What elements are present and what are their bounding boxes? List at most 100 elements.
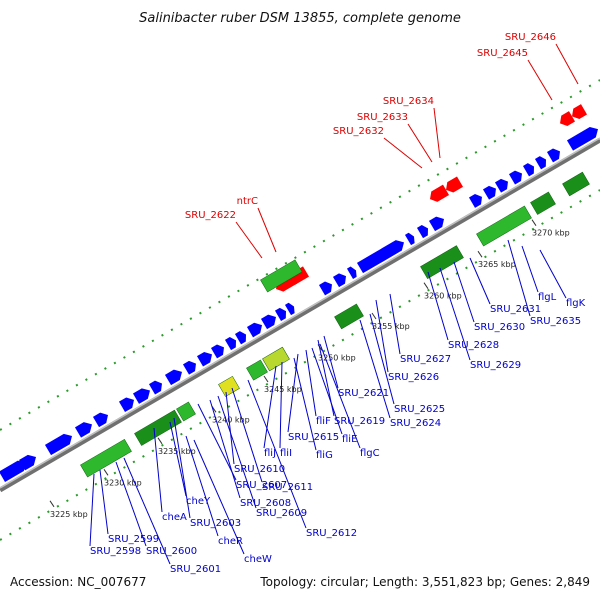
forward-gene-arrow[interactable]	[118, 395, 137, 413]
forward-gene-arrow[interactable]	[566, 124, 600, 151]
gene-label[interactable]: fliF	[316, 416, 331, 427]
forward-gene-arrow[interactable]	[196, 349, 215, 367]
label-leader-line	[173, 417, 191, 519]
forward-gene-arrow[interactable]	[284, 301, 297, 316]
forward-gene-arrow[interactable]	[260, 312, 279, 330]
gene-label[interactable]: SRU_2626	[388, 372, 439, 383]
gene-label[interactable]: SRU_2631	[490, 304, 541, 315]
forward-gene-arrow[interactable]	[234, 329, 249, 345]
feature-block[interactable]	[476, 205, 532, 247]
gene-label[interactable]: flgL	[538, 292, 557, 303]
forward-gene-arrow[interactable]	[274, 306, 289, 322]
gene-label[interactable]: SRU_2608	[240, 498, 291, 509]
forward-gene-arrow[interactable]	[416, 223, 431, 239]
gene-label[interactable]: SRU_2629	[470, 360, 521, 371]
reverse-gene-arrow[interactable]	[569, 104, 588, 121]
gene-label[interactable]: SRU_2609	[256, 508, 307, 519]
forward-gene-arrow[interactable]	[332, 271, 349, 288]
reverse-gene-arrow[interactable]	[443, 176, 464, 195]
gene-label[interactable]: SRU_2645	[477, 48, 528, 59]
gene-label[interactable]: flgK	[566, 298, 586, 309]
scale-tick-label: 3255 kbp	[372, 322, 410, 331]
gene-label[interactable]: SRU_2627	[400, 354, 451, 365]
feature-block[interactable]	[562, 171, 590, 197]
gene-label[interactable]: SRU_2611	[262, 482, 313, 493]
reverse-gene-arrow[interactable]	[557, 111, 576, 128]
gene-label[interactable]: SRU_2624	[390, 418, 441, 429]
forward-gene-arrow[interactable]	[74, 419, 95, 438]
gene-label[interactable]: SRU_2601	[170, 564, 221, 575]
gene-label[interactable]: SRU_2630	[474, 322, 525, 333]
label-leader-line	[217, 395, 257, 509]
feature-block[interactable]	[176, 401, 196, 422]
feature-block[interactable]	[262, 346, 290, 372]
feature-block[interactable]	[420, 245, 464, 280]
feature-block[interactable]	[80, 438, 132, 478]
forward-gene-arrow[interactable]	[224, 335, 239, 351]
feature-block[interactable]	[530, 191, 556, 215]
label-leader-line	[99, 469, 109, 535]
gene-label[interactable]: SRU_2622	[185, 210, 236, 221]
feature-block[interactable]	[260, 259, 303, 293]
forward-gene-arrow[interactable]	[546, 146, 563, 163]
feature-block[interactable]	[218, 375, 240, 397]
gene-label[interactable]: SRU_2621	[338, 388, 389, 399]
forward-gene-arrow[interactable]	[508, 168, 525, 185]
gene-label[interactable]: SRU_2607	[236, 480, 287, 491]
forward-gene-arrow[interactable]	[18, 452, 39, 471]
gene-label[interactable]: SRU_2635	[530, 316, 581, 327]
reverse-gene-arrow[interactable]	[285, 266, 310, 287]
forward-gene-arrow[interactable]	[428, 214, 447, 232]
forward-gene-arrow[interactable]	[164, 367, 185, 386]
forward-gene-arrow[interactable]	[132, 385, 153, 404]
gene-label[interactable]: SRU_2615	[288, 432, 339, 443]
feature-block[interactable]	[134, 409, 182, 446]
forward-gene-arrow[interactable]	[468, 192, 485, 208]
forward-gene-arrow[interactable]	[210, 342, 227, 359]
gene-label[interactable]: cheA	[162, 512, 187, 523]
gene-label[interactable]: SRU_2634	[383, 96, 434, 107]
forward-gene-arrow[interactable]	[182, 358, 199, 375]
feature-block[interactable]	[334, 303, 364, 330]
gene-label[interactable]: fliI	[280, 448, 292, 459]
gene-label[interactable]: cheY	[186, 496, 211, 507]
gene-label[interactable]: SRU_2633	[357, 112, 408, 123]
gene-label[interactable]: SRU_2628	[448, 340, 499, 351]
gene-label[interactable]: SRU_2625	[394, 404, 445, 415]
forward-gene-arrow[interactable]	[148, 378, 165, 395]
gene-label[interactable]: cheW	[244, 554, 272, 565]
gene-label[interactable]: SRU_2632	[333, 126, 384, 137]
gene-label[interactable]: fliJ	[264, 448, 276, 459]
forward-gene-arrow[interactable]	[356, 237, 407, 274]
forward-gene-arrow[interactable]	[404, 231, 417, 246]
gene-label[interactable]: SRU_2599	[108, 534, 159, 545]
forward-gene-arrow[interactable]	[44, 431, 75, 456]
gene-label[interactable]: SRU_2612	[306, 528, 357, 539]
label-leader-line	[169, 421, 187, 497]
gene-label[interactable]: cheR	[218, 536, 243, 547]
forward-gene-arrow[interactable]	[482, 183, 499, 200]
gene-label[interactable]: SRU_2600	[146, 546, 197, 557]
gene-label[interactable]: fliG	[316, 450, 333, 461]
feature-block[interactable]	[246, 359, 268, 381]
forward-gene-arrow[interactable]	[92, 410, 111, 428]
gene-label[interactable]: SRU_2598	[90, 546, 141, 557]
gene-label[interactable]: flgC	[360, 448, 380, 459]
forward-gene-arrow[interactable]	[318, 279, 335, 296]
gene-label[interactable]: SRU_2603	[190, 518, 241, 529]
gene-label[interactable]: SRU_2619	[334, 416, 385, 427]
forward-gene-arrow[interactable]	[346, 265, 359, 280]
label-leader-line	[197, 403, 237, 481]
label-leader-line	[247, 379, 307, 529]
gene-label[interactable]: ntrC	[237, 196, 258, 207]
forward-gene-arrow[interactable]	[494, 176, 511, 193]
forward-gene-arrow[interactable]	[522, 161, 537, 177]
forward-gene-arrow[interactable]	[534, 154, 549, 170]
scale-tick-label: 3250 kbp	[318, 354, 356, 363]
gene-label[interactable]: fliE	[342, 434, 357, 445]
gene-label[interactable]: SRU_2610	[234, 464, 285, 475]
forward-gene-arrow[interactable]	[246, 320, 265, 338]
forward-gene-arrow[interactable]	[0, 458, 29, 483]
gene-label[interactable]: SRU_2646	[505, 32, 556, 43]
reverse-gene-arrow[interactable]	[427, 184, 450, 205]
